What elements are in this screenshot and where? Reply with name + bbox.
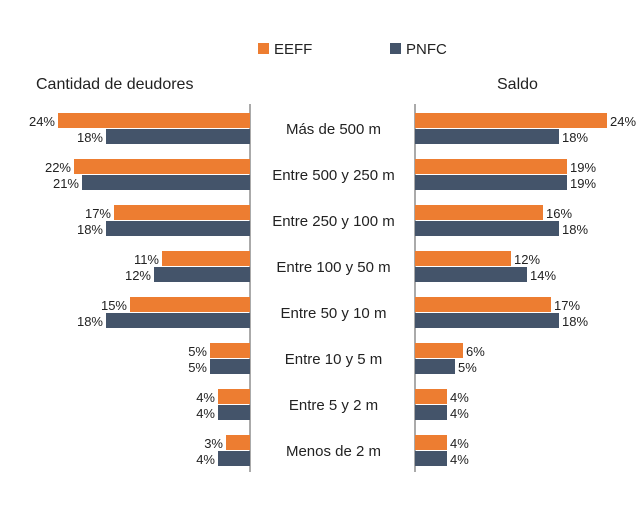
right-bar-eeff bbox=[415, 113, 607, 128]
right-bar-eeff bbox=[415, 343, 463, 358]
right-data-label-pnfc: 19% bbox=[570, 176, 596, 191]
left-bar-pnfc bbox=[106, 221, 250, 236]
left-data-label-eeff: 15% bbox=[101, 298, 127, 313]
left-bar-pnfc bbox=[106, 129, 250, 144]
left-bar-pnfc bbox=[210, 359, 250, 374]
right-bar-pnfc bbox=[415, 221, 559, 236]
right-bar-eeff bbox=[415, 435, 447, 450]
category-label: Entre 50 y 10 m bbox=[281, 305, 387, 322]
category-label: Entre 100 y 50 m bbox=[276, 259, 390, 276]
left-bar-eeff bbox=[74, 159, 250, 174]
right-bar-pnfc bbox=[415, 175, 567, 190]
left-bar-pnfc bbox=[82, 175, 250, 190]
right-bar-eeff bbox=[415, 389, 447, 404]
right-data-label-eeff: 4% bbox=[450, 390, 469, 405]
left-bar-eeff bbox=[130, 297, 250, 312]
left-bar-pnfc bbox=[218, 451, 250, 466]
right-data-label-pnfc: 18% bbox=[562, 314, 588, 329]
right-bar-eeff bbox=[415, 159, 567, 174]
left-bar-eeff bbox=[226, 435, 250, 450]
left-data-label-pnfc: 4% bbox=[196, 406, 215, 421]
left-data-label-pnfc: 18% bbox=[77, 130, 103, 145]
category-label: Menos de 2 m bbox=[286, 443, 381, 460]
right-bar-pnfc bbox=[415, 405, 447, 420]
right-bar-pnfc bbox=[415, 359, 455, 374]
left-bar-eeff bbox=[162, 251, 250, 266]
legend-swatch-pnfc bbox=[390, 43, 401, 54]
left-data-label-eeff: 24% bbox=[29, 114, 55, 129]
right-data-label-eeff: 16% bbox=[546, 206, 572, 221]
left-data-label-eeff: 5% bbox=[188, 344, 207, 359]
left-data-label-pnfc: 18% bbox=[77, 314, 103, 329]
category-label: Entre 10 y 5 m bbox=[285, 351, 383, 368]
left-bar-pnfc bbox=[106, 313, 250, 328]
right-bar-pnfc bbox=[415, 129, 559, 144]
left-data-label-eeff: 17% bbox=[85, 206, 111, 221]
right-data-label-eeff: 19% bbox=[570, 160, 596, 175]
left-data-label-pnfc: 21% bbox=[53, 176, 79, 191]
legend-swatch-eeff bbox=[258, 43, 269, 54]
right-data-label-pnfc: 14% bbox=[530, 268, 556, 283]
left-data-label-pnfc: 5% bbox=[188, 360, 207, 375]
left-bar-eeff bbox=[58, 113, 250, 128]
left-bar-eeff bbox=[210, 343, 250, 358]
left-data-label-eeff: 3% bbox=[204, 436, 223, 451]
right-bar-pnfc bbox=[415, 313, 559, 328]
right-data-label-eeff: 4% bbox=[450, 436, 469, 451]
legend-label-pnfc: PNFC bbox=[406, 41, 447, 58]
left-data-label-pnfc: 12% bbox=[125, 268, 151, 283]
left-data-label-pnfc: 18% bbox=[77, 222, 103, 237]
left-bar-pnfc bbox=[218, 405, 250, 420]
left-bar-eeff bbox=[114, 205, 250, 220]
right-data-label-pnfc: 5% bbox=[458, 360, 477, 375]
right-data-label-eeff: 6% bbox=[466, 344, 485, 359]
category-label: Entre 5 y 2 m bbox=[289, 397, 378, 414]
right-data-label-pnfc: 4% bbox=[450, 406, 469, 421]
category-label: Entre 500 y 250 m bbox=[272, 167, 395, 184]
left-data-label-eeff: 4% bbox=[196, 390, 215, 405]
left-panel-title: Cantidad de deudores bbox=[36, 76, 193, 93]
right-data-label-eeff: 12% bbox=[514, 252, 540, 267]
left-bar-pnfc bbox=[154, 267, 250, 282]
legend-label-eeff: EEFF bbox=[274, 41, 312, 58]
right-bar-eeff bbox=[415, 297, 551, 312]
left-bar-eeff bbox=[218, 389, 250, 404]
right-data-label-pnfc: 4% bbox=[450, 452, 469, 467]
left-data-label-eeff: 22% bbox=[45, 160, 71, 175]
right-panel-title: Saldo bbox=[497, 76, 538, 93]
category-label: Más de 500 m bbox=[286, 121, 381, 138]
right-data-label-pnfc: 18% bbox=[562, 222, 588, 237]
right-data-label-eeff: 17% bbox=[554, 298, 580, 313]
right-data-label-eeff: 24% bbox=[610, 114, 636, 129]
right-bar-eeff bbox=[415, 205, 543, 220]
left-data-label-eeff: 11% bbox=[134, 252, 159, 267]
right-bar-pnfc bbox=[415, 451, 447, 466]
right-bar-pnfc bbox=[415, 267, 527, 282]
category-label: Entre 250 y 100 m bbox=[272, 213, 395, 230]
right-data-label-pnfc: 18% bbox=[562, 130, 588, 145]
right-bar-eeff bbox=[415, 251, 511, 266]
left-data-label-pnfc: 4% bbox=[196, 452, 215, 467]
